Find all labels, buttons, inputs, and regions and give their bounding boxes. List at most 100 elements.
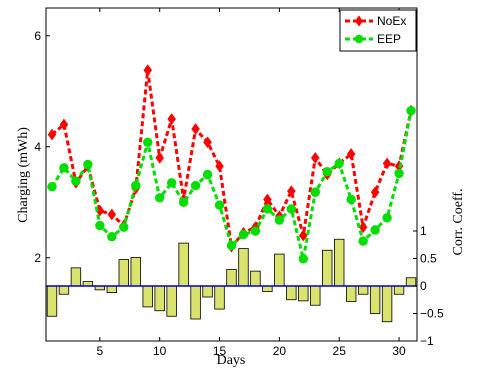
series-line-eep xyxy=(50,110,413,260)
corr-bar xyxy=(142,285,153,308)
point-eep xyxy=(47,182,57,192)
point-eep xyxy=(262,204,273,214)
corr-bar xyxy=(274,253,285,287)
corr-bar xyxy=(357,285,369,295)
y-tick-label: 2 xyxy=(34,251,41,265)
x-tick-label: 25 xyxy=(333,344,347,358)
point-noex xyxy=(191,123,200,135)
point-noex xyxy=(370,186,380,199)
corr-bar xyxy=(130,256,141,287)
corr-bar xyxy=(310,285,321,306)
corr-bar xyxy=(70,267,82,287)
point-noex xyxy=(310,151,320,164)
x-tick-label: 30 xyxy=(392,344,406,358)
point-eep xyxy=(406,105,416,116)
point-eep xyxy=(274,215,285,225)
corr-bar xyxy=(106,285,118,293)
point-eep xyxy=(59,163,69,173)
plot-frame xyxy=(45,7,418,342)
y2-tick-label: 1 xyxy=(420,224,427,238)
corr-bar xyxy=(286,285,297,301)
ticks-layer: 5 10 15 20 25 30 2 4 6 −1 −0.5 0 0.5 1 xyxy=(34,8,444,358)
point-eep xyxy=(358,236,368,246)
corr-bar xyxy=(178,242,189,287)
point-noex xyxy=(203,136,212,149)
point-eep xyxy=(238,229,249,240)
corr-bar xyxy=(369,285,381,314)
corr-bar xyxy=(322,249,333,287)
corr-bar xyxy=(250,270,261,287)
corr-bar xyxy=(58,285,70,295)
corr-bar xyxy=(393,285,405,295)
point-noex xyxy=(47,128,57,141)
point-eep xyxy=(214,200,225,210)
point-eep xyxy=(71,176,81,186)
point-eep xyxy=(119,222,129,232)
corr-bar xyxy=(298,285,309,302)
y2-axis-label: Corr. Coeff. xyxy=(451,188,466,255)
legend-label-noex: NoEx xyxy=(377,14,406,28)
corr-bar xyxy=(405,277,417,287)
point-eep xyxy=(178,197,189,207)
point-noex xyxy=(59,118,69,131)
corr-bar xyxy=(345,285,357,302)
point-eep xyxy=(250,226,261,236)
point-noex xyxy=(143,64,153,77)
x-tick-label: 5 xyxy=(97,344,104,358)
point-noex xyxy=(382,157,392,170)
point-noex xyxy=(167,113,176,125)
y-tick-label: 6 xyxy=(34,29,41,43)
point-eep xyxy=(322,167,332,177)
legend: NoEx EEP xyxy=(339,9,417,52)
point-eep xyxy=(166,178,177,188)
y2-tick-label: −0.5 xyxy=(420,307,444,321)
corr-bar xyxy=(190,285,201,320)
point-noex xyxy=(298,229,308,242)
point-noex xyxy=(287,185,296,198)
corr-bar xyxy=(166,285,177,317)
series-line-noex xyxy=(51,69,413,251)
y-axis-label: Charging (mWh) xyxy=(16,127,31,223)
legend-marker-noex xyxy=(355,15,363,27)
point-eep xyxy=(286,204,297,214)
point-eep xyxy=(334,158,344,169)
point-eep xyxy=(107,231,117,242)
y2-tick-label: −1 xyxy=(420,334,434,348)
legend-marker-eep xyxy=(354,34,364,44)
point-eep xyxy=(298,254,309,264)
point-noex xyxy=(215,160,224,173)
corr-bar xyxy=(214,285,225,310)
point-eep xyxy=(154,193,165,203)
point-noex xyxy=(155,151,165,164)
x-tick-label: 15 xyxy=(213,344,227,358)
point-noex xyxy=(346,148,356,160)
corr-bar xyxy=(334,238,345,287)
y2-tick-label: 0.5 xyxy=(420,252,437,266)
point-eep xyxy=(83,159,93,170)
corr-bar xyxy=(46,285,58,317)
y-tick-label: 4 xyxy=(34,140,41,154)
legend-box xyxy=(339,9,417,52)
point-eep xyxy=(131,180,141,191)
series-layer xyxy=(47,64,416,264)
point-noex xyxy=(107,208,117,221)
point-eep xyxy=(202,169,213,180)
point-eep xyxy=(370,225,380,235)
point-eep xyxy=(394,168,404,179)
corr-bar xyxy=(238,248,249,287)
point-eep xyxy=(382,213,392,223)
point-noex xyxy=(358,221,368,234)
point-eep xyxy=(95,220,105,231)
corr-bar xyxy=(262,285,273,292)
x-tick-label: 10 xyxy=(153,344,167,358)
corr-bar xyxy=(118,259,129,287)
legend-entries: NoEx EEP xyxy=(345,14,406,46)
corr-bar xyxy=(381,285,393,323)
point-eep xyxy=(346,194,356,205)
point-eep xyxy=(143,137,153,148)
corr-bar xyxy=(154,285,165,312)
corr-bar xyxy=(226,269,237,287)
corr-bar xyxy=(202,285,213,298)
point-eep xyxy=(310,187,320,197)
